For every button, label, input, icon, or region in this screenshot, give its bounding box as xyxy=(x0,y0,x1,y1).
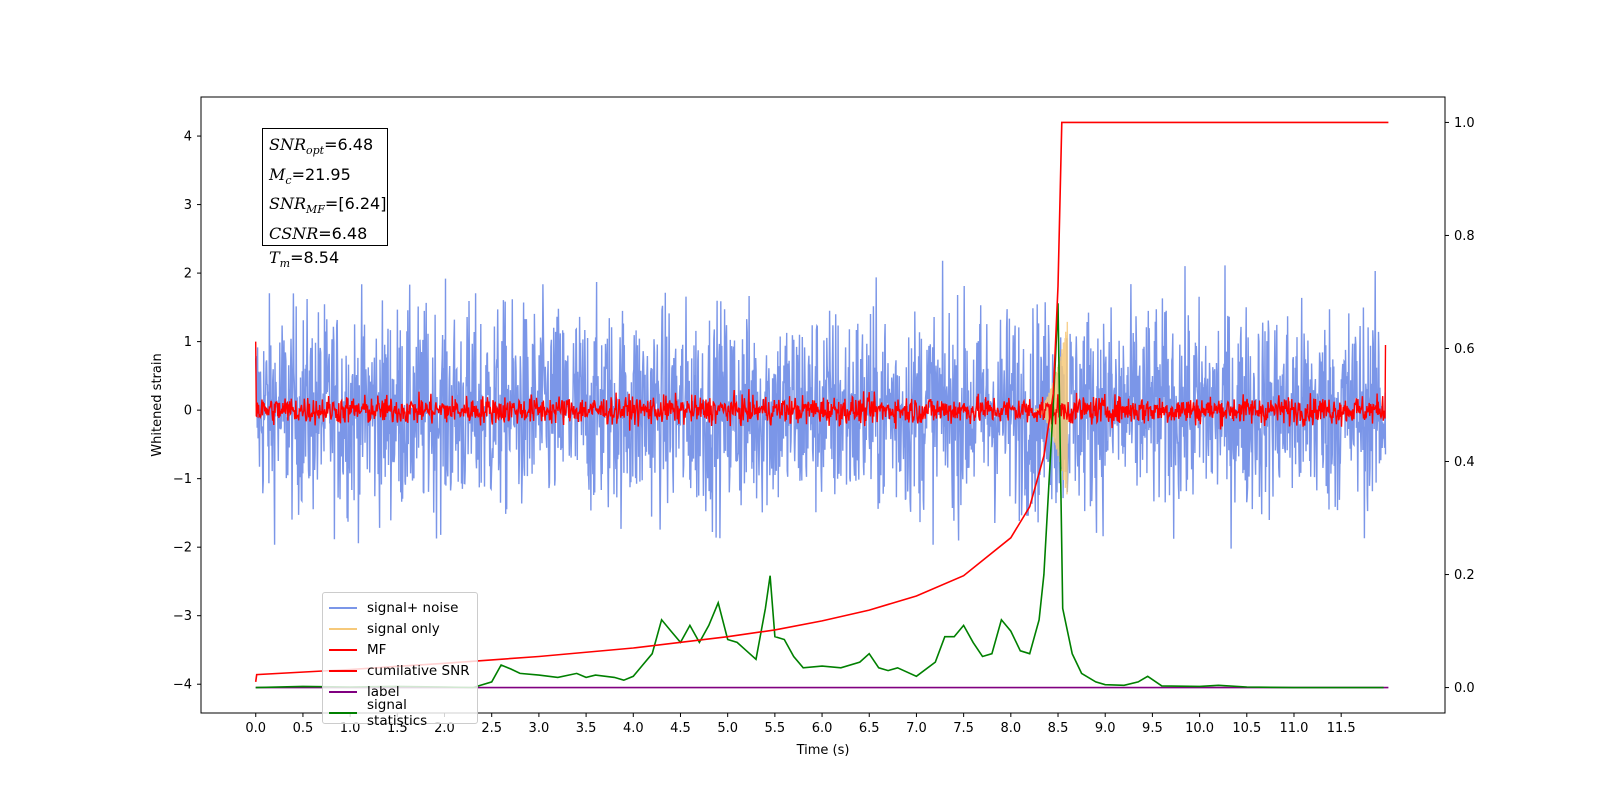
x-tick-label: 10.5 xyxy=(1232,721,1261,736)
legend-label: MF xyxy=(367,641,387,658)
y-axis-title: Whitened strain xyxy=(150,353,165,456)
y2-tick-label: 0.6 xyxy=(1454,342,1475,357)
legend-item-mf: MF xyxy=(329,639,471,660)
y2-tick-label: 0.0 xyxy=(1454,681,1475,696)
x-tick-label: 8.5 xyxy=(1048,721,1069,736)
y-tick-label: −2 xyxy=(173,541,192,556)
y-axis-right: 1.0 0.8 0.6 0.4 0.2 0.0 xyxy=(1445,116,1475,696)
x-axis: 0.0 0.5 1.0 1.5 2.0 2.5 3.0 3.5 4.0 4.5 5.0 5.5 6.0 6… xyxy=(245,713,1356,736)
y-axis-left: 4 3 2 1 0 −1 −2 −3 −4 xyxy=(173,130,201,693)
x-tick-label: 6.5 xyxy=(859,721,880,736)
csnr-value: 6.48 xyxy=(331,224,368,244)
legend-label: cumilative SNR xyxy=(367,662,470,679)
y2-tick-label: 1.0 xyxy=(1454,116,1475,131)
annotation-box: SNRopt=6.48 Mc=21.95 SNRMF=[6.24] CSNR=6… xyxy=(262,128,388,270)
x-tick-label: 7.5 xyxy=(953,721,974,736)
legend-label: signal+ noise xyxy=(367,599,459,616)
snr-mf-value: [6.24] xyxy=(338,194,387,214)
csnr-line: CSNR=6.48 xyxy=(269,224,368,244)
legend-item-label: label xyxy=(329,681,471,702)
legend-swatch xyxy=(329,669,357,672)
plot-frame xyxy=(200,96,1446,714)
x-tick-label: 9.5 xyxy=(1142,721,1163,736)
tm-value: 8.54 xyxy=(303,247,340,267)
legend-label: label xyxy=(367,683,400,700)
legend-swatch xyxy=(329,627,357,630)
y-tick-label: 1 xyxy=(184,335,192,350)
y-tick-label: 3 xyxy=(184,198,192,213)
legend-swatch xyxy=(329,606,357,609)
legend-label: signal only xyxy=(367,620,440,637)
series-signal-statistics xyxy=(255,303,1384,689)
y-tick-label: 2 xyxy=(184,267,192,282)
x-tick-label: 1.5 xyxy=(387,721,408,736)
y-tick-label: −1 xyxy=(173,472,192,487)
x-tick-label: 3.5 xyxy=(576,721,597,736)
legend-swatch xyxy=(329,648,357,651)
x-tick-label: 0.0 xyxy=(245,721,266,736)
y-tick-label: 0 xyxy=(184,404,192,419)
snr-opt-value: 6.48 xyxy=(337,135,374,154)
snr-mf-line: SNRMF=[6.24] xyxy=(269,194,387,217)
x-tick-label: 2.0 xyxy=(434,721,455,736)
x-tick-label: 6.0 xyxy=(812,721,833,736)
x-tick-label: 11.0 xyxy=(1280,721,1309,736)
legend-label: signal statistics xyxy=(367,696,428,729)
x-tick-label: 3.0 xyxy=(529,721,550,736)
series-mf xyxy=(255,341,1387,431)
mc-value: 21.95 xyxy=(304,164,351,184)
snr-opt-line: SNRopt=6.48 xyxy=(269,135,374,158)
legend-item-cumulative-snr: cumilative SNR xyxy=(329,660,471,681)
x-tick-label: 11.5 xyxy=(1327,721,1356,736)
legend-item-signal-noise: signal+ noise xyxy=(329,597,471,618)
y2-tick-label: 0.8 xyxy=(1454,229,1475,244)
y2-tick-label: 0.2 xyxy=(1454,568,1475,583)
x-axis-title: Time (s) xyxy=(796,743,850,758)
x-tick-label: 8.0 xyxy=(1000,721,1021,736)
legend-item-signal-statistics: signal statistics xyxy=(329,697,471,729)
x-tick-label: 4.5 xyxy=(670,721,691,736)
y-tick-label: −3 xyxy=(173,609,192,624)
legend: signal+ noise signal only MF cumilative … xyxy=(322,592,478,729)
x-tick-label: 10.0 xyxy=(1185,721,1214,736)
legend-item-signal-only: signal only xyxy=(329,618,471,639)
x-tick-label: 2.5 xyxy=(481,721,502,736)
y2-tick-label: 0.4 xyxy=(1454,455,1475,470)
x-tick-label: 4.0 xyxy=(623,721,644,736)
tm-line: Tm=8.54 xyxy=(269,247,340,270)
x-tick-label: 5.5 xyxy=(765,721,786,736)
mc-line: Mc=21.95 xyxy=(269,164,351,187)
x-tick-label: 0.5 xyxy=(293,721,314,736)
y-tick-label: −4 xyxy=(173,678,192,693)
x-tick-label: 5.0 xyxy=(717,721,738,736)
y-tick-label: 4 xyxy=(184,130,192,145)
x-tick-label: 7.0 xyxy=(906,721,927,736)
x-tick-label: 1.0 xyxy=(340,721,361,736)
legend-swatch xyxy=(329,711,357,714)
legend-swatch xyxy=(329,690,357,693)
x-tick-label: 9.0 xyxy=(1095,721,1116,736)
